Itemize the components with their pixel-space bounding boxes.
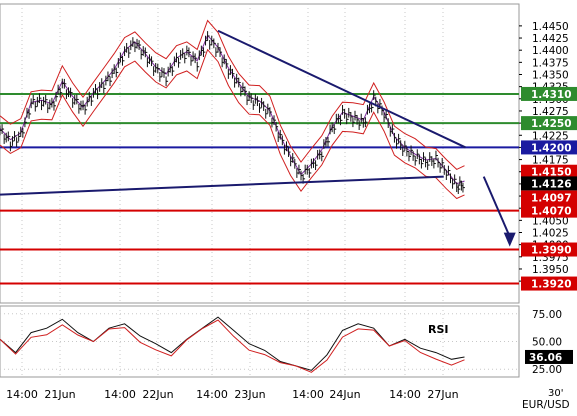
level-badge: [521, 140, 577, 155]
price-panel: [0, 3, 520, 304]
x-tick-label: 14:00: [389, 388, 421, 401]
trendline-descending-resistance: [217, 29, 466, 149]
rsi-current-badge: [525, 349, 573, 364]
rsi-label: RSI: [428, 323, 449, 336]
price-badge-label: 1.4150: [531, 167, 572, 179]
rsi-tick-label: 50.00: [532, 337, 562, 349]
projection-arrow-line: [482, 176, 511, 238]
x-tick-label: 24Jun: [329, 388, 360, 401]
rsi-current-label: 36.06: [529, 352, 562, 364]
x-tick-label: 27Jun: [427, 388, 458, 401]
level-badge-label: 1.4310: [531, 89, 572, 101]
moving-average: [0, 34, 465, 185]
price-tick-label: 1.4450: [532, 21, 569, 33]
projection-arrow-head: [503, 232, 516, 247]
level-badge: [521, 276, 577, 291]
price-tick-label: 1.4375: [532, 57, 569, 69]
price-tick-label: 1.4025: [532, 228, 569, 240]
price-badge: [521, 164, 577, 179]
rsi-signal-line: [0, 319, 465, 373]
price-tick-label: 1.4175: [532, 155, 569, 167]
level-badge-label: 1.4070: [531, 206, 572, 218]
price-tick-label: 1.4275: [532, 106, 569, 118]
price-tick-label: 1.4350: [532, 69, 569, 81]
x-tick-label: 14:00: [196, 388, 228, 401]
x-tick-label: 14:00: [104, 388, 136, 401]
price-badge-label: 1.4126: [531, 178, 572, 190]
rsi-tick-label: 75.00: [532, 309, 562, 321]
rsi-tick-label: 25.00: [532, 364, 562, 376]
x-tick-label: 14:00: [292, 388, 324, 401]
price-badge-label: 1.4097: [531, 192, 572, 204]
x-tick-label: 23Jun: [234, 388, 265, 401]
rsi-panel: [0, 305, 520, 378]
lower-band: [0, 48, 465, 200]
x-tick-label: 22Jun: [142, 388, 173, 401]
price-tick-label: 1.3950: [532, 264, 569, 276]
upper-band: [0, 19, 465, 170]
symbol-label: EUR/USD: [522, 399, 570, 411]
level-badge: [521, 116, 577, 131]
level-badge-label: 1.3990: [531, 245, 572, 257]
level-badge-label: 1.3920: [531, 279, 572, 291]
x-tick-label: 21Jun: [44, 388, 75, 401]
price-tick-label: 1.4425: [532, 33, 569, 45]
level-badge-label: 1.4200: [531, 142, 572, 154]
price-tick-label: 1.4050: [532, 215, 569, 227]
level-badge: [521, 86, 577, 101]
price-badge: [521, 190, 577, 205]
trendline-ascending-support: [0, 175, 444, 196]
timeframe-label: 30': [548, 388, 563, 399]
level-badge: [521, 203, 577, 218]
x-tick-label: 14:00: [6, 388, 38, 401]
price-tick-label: 1.4400: [532, 45, 569, 57]
price-tick-label: 1.4225: [532, 130, 569, 142]
price-badge: [521, 176, 577, 191]
level-badge: [521, 242, 577, 257]
level-badge-label: 1.4250: [531, 118, 572, 130]
